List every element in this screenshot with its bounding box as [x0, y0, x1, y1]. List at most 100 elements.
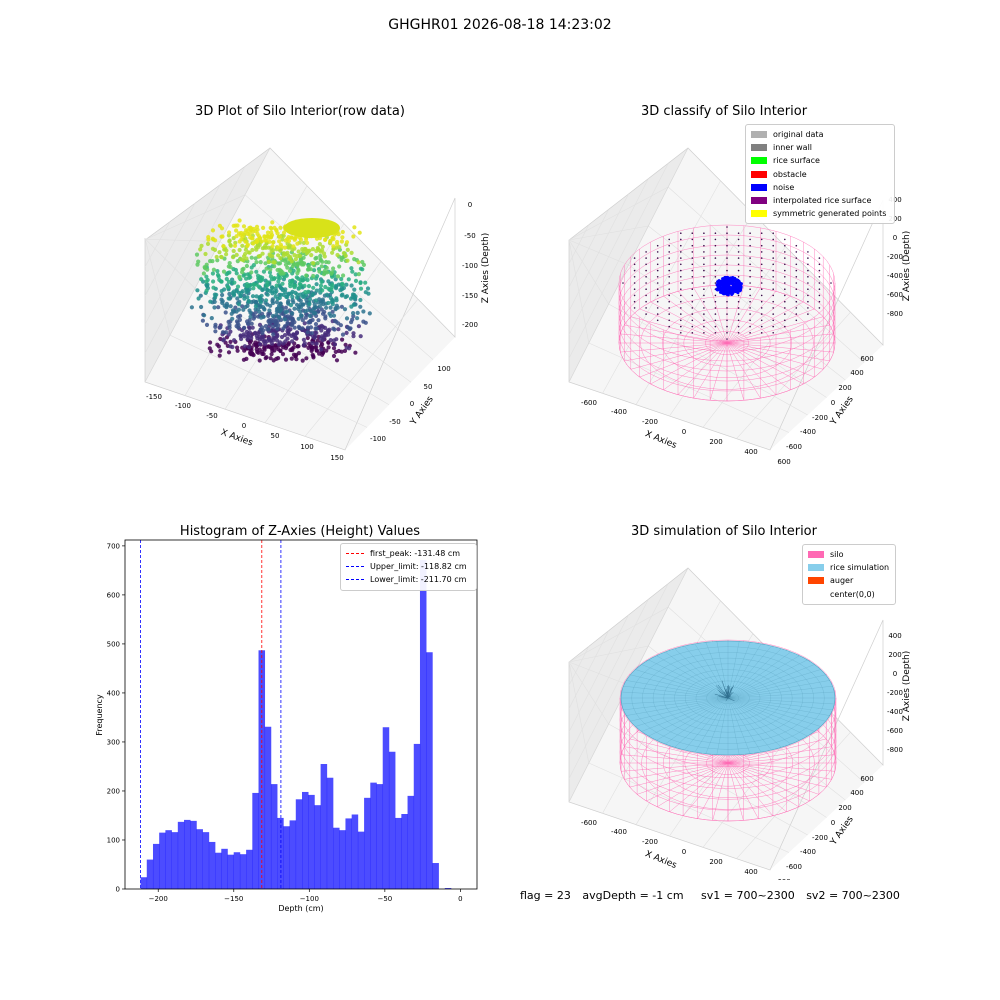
raw-point [358, 334, 363, 339]
raw-point [313, 326, 318, 331]
surface-dot [668, 238, 670, 241]
raw-point [217, 353, 222, 358]
surface-dot [645, 300, 647, 303]
noise-point [737, 284, 741, 288]
raw-point [241, 273, 246, 278]
raw-point [230, 277, 235, 282]
simulation-z-tick: 200 [888, 651, 901, 659]
surface-dot [680, 244, 682, 247]
raw-3d-scatter[interactable]: X Axies Y Axies Z Axies (Depth) -150-100… [0, 0, 500, 500]
surface-dot [795, 288, 798, 291]
raw-x-axis-label: X Axies [219, 428, 254, 449]
surface-dot [760, 232, 763, 234]
raw-point [215, 269, 220, 274]
raw-point [358, 266, 363, 271]
raw-point [241, 307, 246, 312]
rice-mesh-spoke [727, 697, 815, 732]
legend-label: inner wall [773, 143, 813, 153]
raw-point [280, 237, 285, 242]
surface-dot [726, 332, 728, 334]
rice-mesh-spoke [727, 651, 791, 699]
classify-x-tick: 400 [744, 448, 757, 456]
surface-dot [680, 282, 682, 284]
histogram-bar [395, 817, 402, 889]
surface-dot [668, 313, 670, 315]
raw-point [271, 335, 276, 340]
depth-histogram[interactable]: −200 −150 −100 −50 0 0100200300400500600700 … [0, 500, 500, 920]
surface-dot [795, 257, 798, 259]
surface-dot [749, 288, 751, 291]
surface-dot [680, 238, 682, 241]
surface-dot [691, 325, 694, 328]
raw-point [309, 308, 314, 313]
surface-dot [680, 288, 682, 291]
raw-point [299, 262, 304, 267]
surface-dot [703, 251, 705, 253]
surface-dot [680, 325, 682, 328]
simulation-y-tick: 0 [831, 819, 835, 827]
grid-line [144, 194, 246, 240]
surface-dot [703, 325, 705, 328]
raw-point [214, 254, 219, 260]
raw-point [274, 300, 279, 305]
classify-plot-title: 3D classify of Silo Interior [640, 104, 808, 119]
rice-mesh-spoke [684, 697, 729, 751]
surface-dot [772, 282, 774, 284]
classify-tick-labels: -600-400-2000200400600-600-400-200020040… [581, 196, 903, 466]
surface-dot [784, 325, 786, 328]
raw-point [237, 247, 242, 253]
raw-point [310, 345, 315, 350]
silo-floor-spoke [663, 342, 728, 391]
classify-3d-plot[interactable]: X Axies Y Axies Z Axies (Depth) -600-400… [500, 0, 1000, 500]
box-edge [568, 147, 689, 383]
surface-dot [772, 257, 774, 259]
raw-point [350, 269, 355, 274]
histogram-legend: first_peak: -131.48 cm Upper_limit: -118.… [340, 543, 477, 591]
raw-point [363, 280, 368, 285]
raw-point [340, 281, 345, 286]
raw-x-tick: 0 [242, 422, 246, 430]
silo-floor-spoke [637, 762, 729, 795]
raw-point [301, 240, 306, 245]
raw-point [285, 250, 290, 255]
raw-point [235, 348, 240, 353]
simulation-3d-plot[interactable]: X Axies Y Axies Z Axies (Depth) -600-400… [500, 420, 1000, 880]
status-flag: flag = 23 [520, 889, 571, 902]
histogram-bar [401, 814, 408, 889]
classify-silo-wireframe [618, 224, 836, 402]
histogram-bar [382, 727, 390, 889]
raw-point [212, 292, 217, 297]
raw-point [271, 240, 276, 245]
raw-point [342, 348, 348, 353]
raw-point [275, 267, 280, 273]
raw-point [305, 325, 311, 330]
raw-point [313, 298, 319, 303]
histogram-bar [345, 818, 352, 889]
simulation-x-tick: 600 [777, 878, 790, 880]
raw-point [261, 335, 266, 340]
raw-point [300, 302, 305, 307]
raw-point [336, 232, 341, 237]
rice-mesh-spoke [674, 697, 729, 748]
legend-item: noise [751, 181, 889, 194]
noise-point [725, 284, 729, 288]
rice-mesh-spoke [623, 685, 729, 699]
raw-z-tick: -200 [462, 321, 478, 329]
surface-dot [784, 244, 786, 247]
rice-mesh-spoke [727, 643, 762, 699]
raw-point [358, 286, 364, 291]
raw-point [198, 247, 203, 252]
rice-center-spike [727, 697, 735, 702]
raw-point [356, 260, 361, 265]
surface-dot [714, 325, 717, 328]
raw-point [271, 248, 276, 253]
rice-center-spike [721, 680, 729, 699]
surface-dot [749, 263, 751, 266]
surface-dot [807, 276, 809, 278]
raw-point [322, 254, 327, 259]
rice-mesh-spoke [727, 697, 762, 753]
raw-point [209, 349, 214, 354]
raw-point [331, 338, 336, 343]
raw-point [313, 322, 319, 327]
histogram-bar [146, 859, 154, 889]
